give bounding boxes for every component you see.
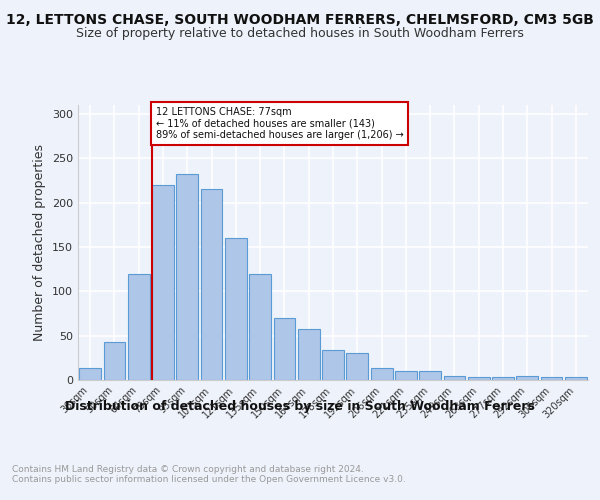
Bar bbox=[419, 371, 441, 380]
Bar bbox=[274, 318, 295, 380]
Bar bbox=[298, 330, 320, 380]
Bar bbox=[200, 190, 223, 380]
Bar bbox=[79, 368, 101, 380]
Bar bbox=[517, 376, 538, 380]
Text: 12, LETTONS CHASE, SOUTH WOODHAM FERRERS, CHELMSFORD, CM3 5GB: 12, LETTONS CHASE, SOUTH WOODHAM FERRERS… bbox=[6, 12, 594, 26]
Bar bbox=[565, 378, 587, 380]
Bar bbox=[492, 378, 514, 380]
Text: 12 LETTONS CHASE: 77sqm
← 11% of detached houses are smaller (143)
89% of semi-d: 12 LETTONS CHASE: 77sqm ← 11% of detache… bbox=[156, 107, 403, 140]
Bar bbox=[443, 376, 466, 380]
Bar bbox=[322, 350, 344, 380]
Bar bbox=[249, 274, 271, 380]
Bar bbox=[225, 238, 247, 380]
Bar bbox=[468, 378, 490, 380]
Y-axis label: Number of detached properties: Number of detached properties bbox=[34, 144, 46, 341]
Bar bbox=[371, 368, 392, 380]
Text: Contains HM Land Registry data © Crown copyright and database right 2024.
Contai: Contains HM Land Registry data © Crown c… bbox=[12, 465, 406, 484]
Bar bbox=[128, 274, 149, 380]
Text: Size of property relative to detached houses in South Woodham Ferrers: Size of property relative to detached ho… bbox=[76, 28, 524, 40]
Bar bbox=[346, 354, 368, 380]
Bar bbox=[541, 378, 562, 380]
Text: Distribution of detached houses by size in South Woodham Ferrers: Distribution of detached houses by size … bbox=[65, 400, 535, 413]
Bar bbox=[395, 371, 417, 380]
Bar bbox=[176, 174, 198, 380]
Bar bbox=[152, 185, 174, 380]
Bar bbox=[104, 342, 125, 380]
